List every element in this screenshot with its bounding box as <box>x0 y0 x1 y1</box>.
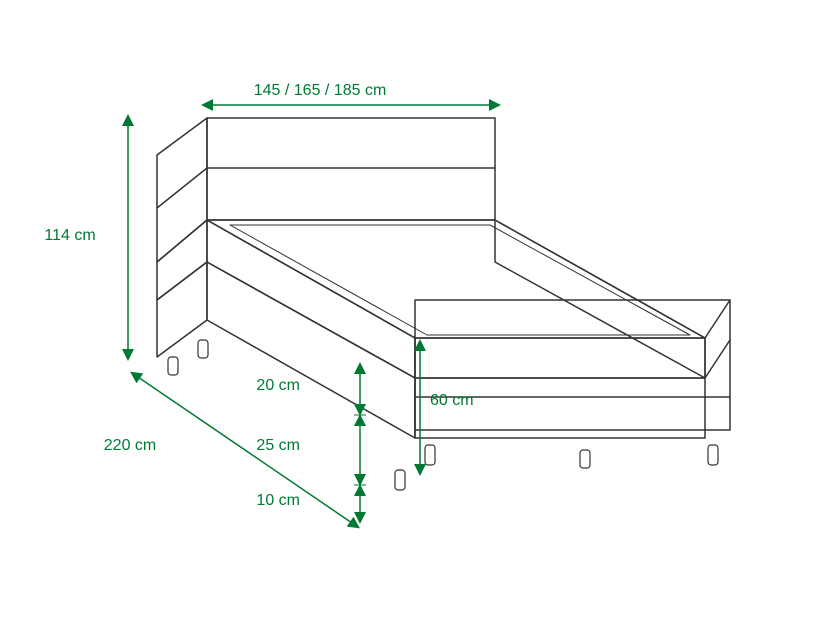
dim-box: 25 cm <box>256 437 300 454</box>
dim-legs: 10 cm <box>256 492 300 509</box>
dim-width: 145 / 165 / 185 cm <box>254 82 387 99</box>
dim-mattress: 20 cm <box>256 377 300 394</box>
dim-foot-height: 60 cm <box>430 392 474 409</box>
bed-outline <box>168 340 718 490</box>
dim-length: 220 cm <box>104 437 156 454</box>
dim-height: 114 cm <box>44 227 95 244</box>
